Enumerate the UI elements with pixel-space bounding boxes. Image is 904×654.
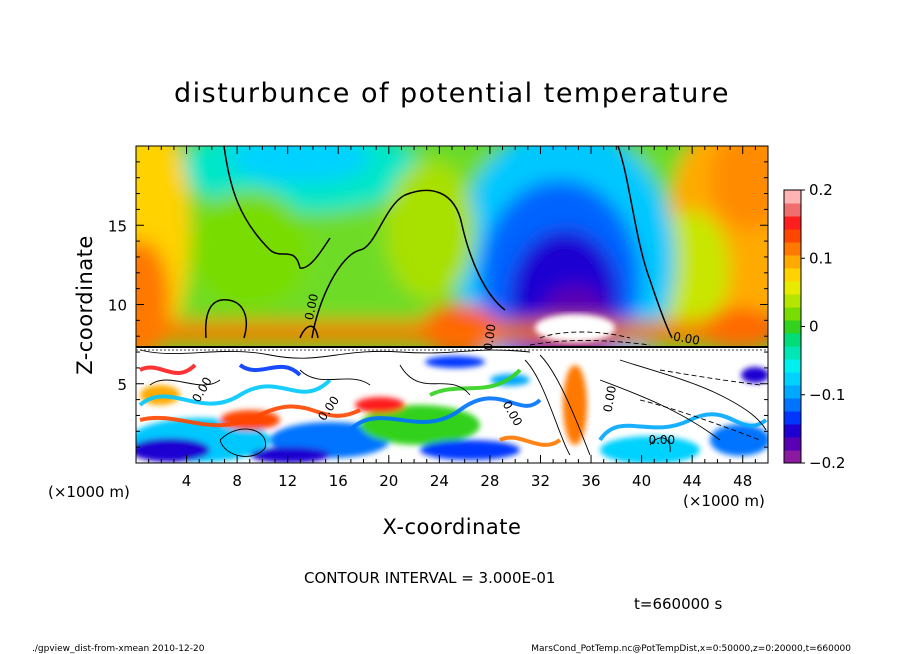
contour-label: 0.00 [601, 385, 619, 414]
colorbar-swatch [784, 255, 801, 269]
x-tick-label: 8 [232, 472, 242, 490]
y-tick-label: 15 [108, 217, 127, 235]
contour-label: 0.00 [481, 323, 499, 351]
colorbar-ticks: 0.2 0.1 0 −0.1 −0.2 [801, 181, 845, 472]
colorbar-tick-label: −0.2 [809, 454, 845, 472]
contour-interval: CONTOUR INTERVAL = 3.000E-01 [304, 569, 555, 587]
x-tick-label: 44 [683, 472, 702, 490]
x-tick-label: 4 [182, 472, 192, 490]
x-axis-label: X-coordinate [383, 515, 522, 539]
colorbar-swatch [784, 424, 801, 438]
x-tick-label: 20 [379, 472, 398, 490]
colorbar-swatch [784, 437, 801, 451]
colorbar-tick-label: 0.2 [809, 181, 833, 199]
y-tick-label: 5 [117, 376, 127, 394]
colorbar-swatch [784, 398, 801, 412]
x-tick-label: 36 [581, 472, 600, 490]
colorbar-tick-label: 0.1 [809, 249, 833, 267]
colorbar-swatch [784, 333, 801, 347]
heatmap-field [136, 146, 768, 463]
colorbar-swatch [784, 385, 801, 399]
x-tick-label: 32 [531, 472, 550, 490]
colorbar-swatch [784, 268, 801, 282]
x-tick-label: 24 [430, 472, 449, 490]
contour-label: 0.00 [302, 292, 321, 321]
colorbar-swatch [784, 372, 801, 386]
y-tick-label: 10 [108, 297, 127, 315]
x-tick-label: 16 [329, 472, 348, 490]
colorbar-swatch [784, 294, 801, 308]
x-tick-label: 28 [480, 472, 499, 490]
colorbar [783, 189, 802, 464]
colorbar-swatch [784, 307, 801, 321]
colorbar-swatch [784, 346, 801, 360]
colorbar-swatch [784, 281, 801, 295]
colorbar-swatch [784, 229, 801, 243]
x-tick-label: 48 [733, 472, 752, 490]
footer-right: MarsCond_PotTemp.nc@PotTempDist,x=0:5000… [531, 644, 851, 654]
colorbar-tick-label: −0.1 [809, 386, 845, 404]
footer-left: ./gpview_dist-from-xmean 2010-12-20 [32, 644, 205, 654]
colorbar-swatch [784, 450, 801, 464]
chart-title: disturbunce of potential temperature [174, 78, 730, 109]
contour-label: 0.00 [672, 329, 701, 347]
y-axis: 5 10 15 [108, 161, 768, 448]
x-unit-left: (×1000 m) [48, 483, 130, 501]
x-tick-label: 40 [632, 472, 651, 490]
y-axis-label: Z-coordinate [73, 235, 97, 375]
time-label: t=660000 s [634, 595, 722, 613]
colorbar-swatch [784, 216, 801, 230]
colorbar-swatch [784, 203, 801, 217]
colorbar-swatch [784, 190, 801, 204]
contour-label: 0.00 [648, 433, 675, 447]
colorbar-swatch [784, 411, 801, 425]
colorbar-swatch [784, 242, 801, 256]
x-tick-label: 12 [278, 472, 297, 490]
x-axis: 4 8 12 16 20 24 28 32 36 40 44 48 [148, 146, 756, 490]
colorbar-swatch [784, 320, 801, 334]
x-unit-right: (×1000 m) [683, 492, 765, 510]
colorbar-swatch [784, 359, 801, 373]
colorbar-tick-label: 0 [809, 318, 819, 336]
